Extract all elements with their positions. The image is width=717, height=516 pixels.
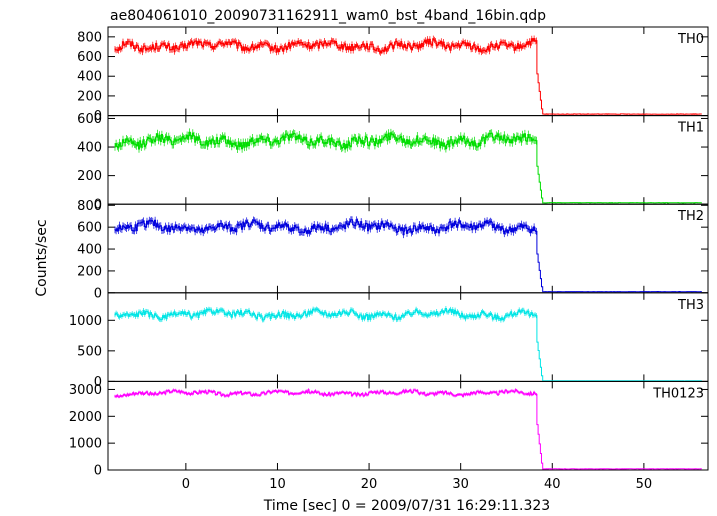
y-tick-label: 600 <box>77 221 102 236</box>
y-tick-label: 500 <box>77 344 102 359</box>
y-tick-label: 400 <box>77 243 102 258</box>
y-tick-label: 200 <box>77 264 102 279</box>
x-axis-label: Time [sec] 0 = 2009/07/31 16:29:11.323 <box>263 498 550 514</box>
y-tick-label: 400 <box>77 70 102 85</box>
y-tick-label: 800 <box>77 199 102 214</box>
x-tick-label: 40 <box>544 477 561 492</box>
chart-title: ae804061010_20090731162911_wam0_bst_4ban… <box>110 8 546 24</box>
series-th1 <box>114 131 702 204</box>
panel-label: TH1 <box>677 121 704 136</box>
y-tick-label: 0 <box>94 286 102 301</box>
panel-th0: 0 200 400 600 800 TH0 <box>77 26 709 124</box>
y-tick-label: 3000 <box>69 383 102 398</box>
panel-frame <box>107 380 709 471</box>
panel-frame <box>107 26 709 117</box>
y-tick-label: 600 <box>77 50 102 65</box>
panels-group: 0 200 400 600 800 TH0 0 200 400 600 TH1 0 200 400 600 8… <box>69 26 709 479</box>
x-axis: 0 10 20 30 40 50 <box>182 477 652 492</box>
panel-label: TH0 <box>677 32 704 47</box>
panel-frame <box>107 203 709 294</box>
series-th0 <box>114 38 702 115</box>
panel-frame <box>107 292 709 382</box>
y-tick-label: 0 <box>94 375 102 390</box>
series-th0123 <box>114 389 702 470</box>
y-tick-label: 0 <box>94 464 102 479</box>
panel-th1: 0 200 400 600 TH1 <box>77 112 709 213</box>
x-tick-label: 20 <box>361 477 378 492</box>
y-tick-label: 600 <box>77 112 102 127</box>
panel-th0123: 0 1000 2000 3000 TH0123 <box>69 380 709 479</box>
series-th2 <box>114 219 702 293</box>
panel-label: TH3 <box>677 298 704 313</box>
y-tick-label: 200 <box>77 89 102 104</box>
y-tick-label: 200 <box>77 169 102 184</box>
x-tick-label: 10 <box>269 477 286 492</box>
y-axis-label: Counts/sec <box>34 219 50 296</box>
y-tick-label: 800 <box>77 30 102 45</box>
panel-label: TH0123 <box>652 386 704 401</box>
x-tick-label: 50 <box>636 477 653 492</box>
y-tick-label: 2000 <box>69 410 102 425</box>
x-tick-label: 30 <box>452 477 469 492</box>
x-tick-label: 0 <box>182 477 190 492</box>
panel-th2: 0 200 400 600 800 TH2 <box>77 199 709 301</box>
y-tick-label: 1000 <box>69 314 102 329</box>
panel-th3: 0 500 1000 TH3 <box>69 292 709 390</box>
y-tick-label: 1000 <box>69 437 102 452</box>
panel-label: TH2 <box>677 209 704 224</box>
series-th3 <box>114 308 702 382</box>
y-tick-label: 0 <box>94 198 102 213</box>
y-tick-label: 0 <box>94 109 102 124</box>
panel-frame <box>107 115 709 205</box>
y-tick-label: 400 <box>77 141 102 156</box>
